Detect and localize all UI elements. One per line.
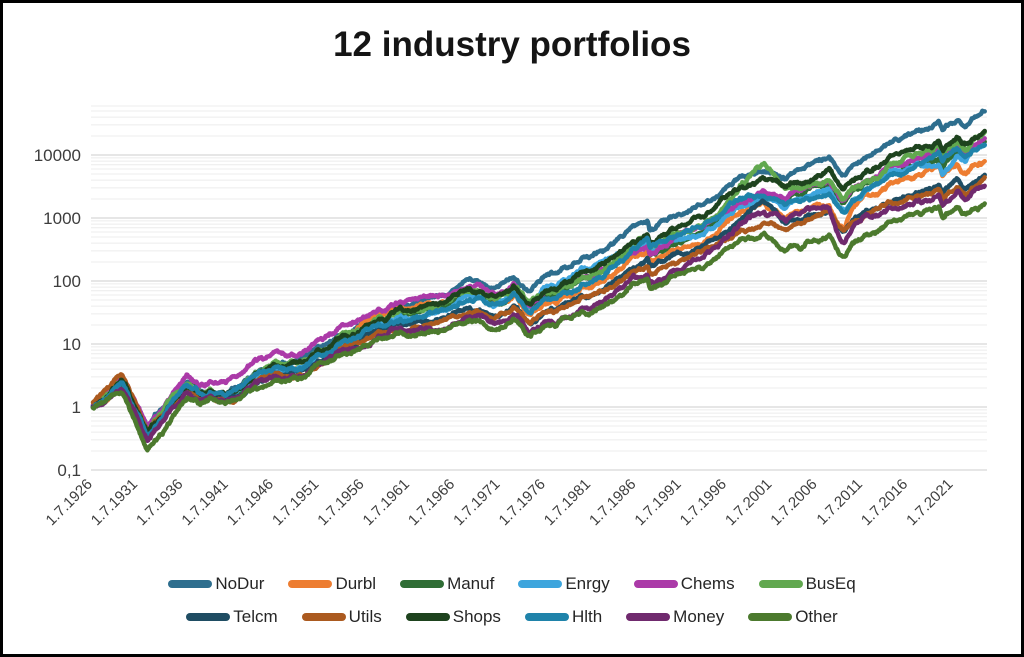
y-tick-label: 1000 [43, 209, 81, 228]
plot-area: 1000010001001010,11.7.19261.7.19311.7.19… [34, 105, 987, 529]
x-tick-label: 1.7.1936 [133, 476, 186, 529]
legend-swatch-chems [633, 580, 678, 588]
x-tick-label: 1.7.2001 [722, 476, 775, 529]
y-tick-label: 0,1 [57, 461, 81, 480]
legend-swatch-telcm [186, 613, 231, 621]
x-tick-label: 1.7.1961 [360, 476, 413, 529]
gridlines-major [91, 154, 987, 471]
x-tick-label: 1.7.2006 [767, 476, 820, 529]
legend-item-chems: Chems [633, 574, 735, 594]
legend-row-1: NoDur Durbl Manuf Enrgy Chems BusEq [168, 574, 856, 594]
series-lines [90, 108, 987, 453]
legend-swatch-manuf [400, 580, 445, 588]
x-tick-label: 1.7.1991 [631, 476, 684, 529]
legend-label-nodur: NoDur [215, 574, 265, 593]
y-tick-label: 10 [62, 335, 81, 354]
x-tick-label: 1.7.1981 [541, 476, 594, 529]
legend-label-hlth: Hlth [571, 607, 603, 626]
y-tick-label: 10000 [34, 146, 81, 165]
legend-label-shops: Shops [452, 607, 501, 626]
legend-label-money: Money [673, 607, 725, 626]
legend-swatch-money [626, 613, 671, 621]
x-tick-label: 1.7.1926 [43, 476, 96, 529]
legend-item-hlth: Hlth [524, 607, 603, 627]
x-tick-label: 1.7.2011 [813, 476, 866, 529]
x-tick-label: 1.7.1976 [496, 476, 549, 529]
x-tick-label: 1.7.1966 [405, 476, 458, 529]
legend-label-chems: Chems [680, 574, 735, 593]
legend-item-shops: Shops [405, 607, 501, 627]
legend-label-manuf: Manuf [447, 574, 495, 593]
y-axis-labels: 10000 1000 100 10 1 0,1 [34, 146, 81, 480]
legend-row-2: Telcm Utils Shops Hlth Money Other [186, 607, 838, 627]
x-tick-label: 1.7.2016 [858, 476, 911, 529]
legend-item-durbl: Durbl [288, 574, 376, 594]
legend-label-durbl: Durbl [335, 574, 377, 593]
x-tick-label: 1.7.1971 [450, 476, 503, 529]
legend-label-telcm: Telcm [233, 607, 278, 626]
x-tick-label: 1.7.1951 [269, 476, 322, 529]
legend-swatch-hlth [524, 613, 569, 621]
x-tick-label: 1.7.2021 [903, 476, 956, 529]
legend-swatch-shops [405, 613, 450, 621]
legend-item-utils: Utils [301, 607, 382, 627]
series-line-other [90, 201, 987, 453]
legend-swatch-nodur [168, 580, 213, 588]
x-tick-label: 1.7.1931 [88, 476, 141, 529]
legend-swatch-utils [301, 613, 346, 621]
chart-legend: NoDur Durbl Manuf Enrgy Chems BusEq Telcm Utils… [3, 574, 1021, 627]
x-tick-label: 1.7.1956 [314, 476, 367, 529]
y-tick-label: 100 [53, 272, 81, 291]
legend-item-manuf: Manuf [400, 574, 494, 594]
legend-item-other: Other [748, 607, 838, 627]
y-tick-label: 1 [72, 398, 81, 417]
x-tick-label: 1.7.1996 [677, 476, 730, 529]
legend-label-utils: Utils [348, 607, 382, 626]
x-tick-label: 1.7.1986 [586, 476, 639, 529]
legend-label-enrgy: Enrgy [565, 574, 610, 593]
legend-swatch-enrgy [518, 580, 563, 588]
x-tick-label: 1.7.1946 [224, 476, 277, 529]
legend-label-other: Other [795, 607, 838, 626]
series-line-hlth [90, 142, 987, 440]
chart-title: 12 industry portfolios [333, 25, 691, 64]
x-axis-labels: 1.7.19261.7.19311.7.19361.7.19411.7.1946… [43, 476, 957, 529]
x-tick-label: 1.7.1941 [178, 476, 231, 529]
legend-swatch-other [748, 613, 793, 621]
legend-label-buseq: BusEq [805, 574, 856, 593]
legend-item-nodur: NoDur [168, 574, 264, 594]
legend-swatch-buseq [758, 580, 803, 588]
legend-item-buseq: BusEq [758, 574, 856, 594]
legend-swatch-durbl [288, 580, 333, 588]
legend-item-telcm: Telcm [186, 607, 278, 627]
legend-item-enrgy: Enrgy [518, 574, 610, 594]
legend-item-money: Money [626, 607, 724, 627]
